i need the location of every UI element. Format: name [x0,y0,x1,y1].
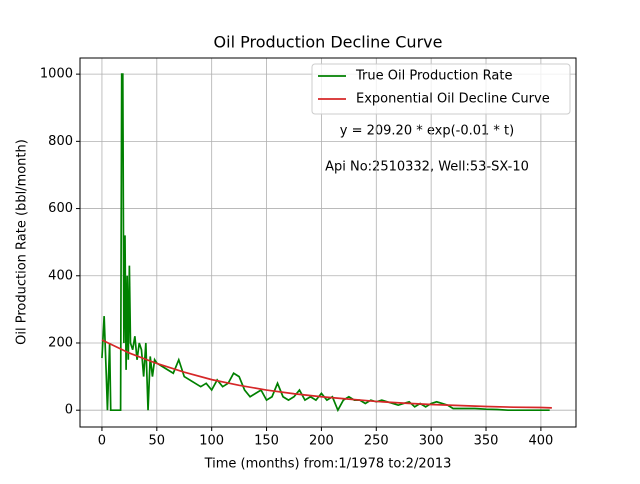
annotation: y = 209.20 * exp(-0.01 * t) [340,124,514,139]
x-tick-label: 200 [309,434,334,449]
legend-box [311,63,571,115]
x-tick-label: 50 [149,434,166,449]
x-tick-label: 300 [419,434,444,449]
x-tick-label: 150 [254,434,279,449]
y-axis-label: Oil Production Rate (bbl/month) [15,139,30,345]
x-tick-label: 400 [528,434,553,449]
y-tick-label: 200 [48,335,73,350]
y-tick-label: 0 [65,403,73,418]
legend-label: Exponential Oil Decline Curve [356,92,550,107]
x-tick-label: 350 [474,434,499,449]
x-tick-label: 100 [199,434,224,449]
x-tick-label: 0 [98,434,106,449]
annotation: Api No:2510332, Well:53-SX-10 [325,160,529,175]
y-tick-label: 400 [48,268,73,283]
plot-frame [79,57,577,428]
y-tick-label: 1000 [40,67,73,82]
data-line [101,339,552,409]
chart-title: Oil Production Decline Curve [214,33,443,52]
y-tick-label: 600 [48,201,73,216]
x-tick-label: 250 [364,434,389,449]
y-tick-label: 800 [48,134,73,149]
x-axis-label: Time (months) from:1/1978 to:2/2013 [204,457,452,472]
legend-label: True Oil Production Rate [355,69,512,84]
